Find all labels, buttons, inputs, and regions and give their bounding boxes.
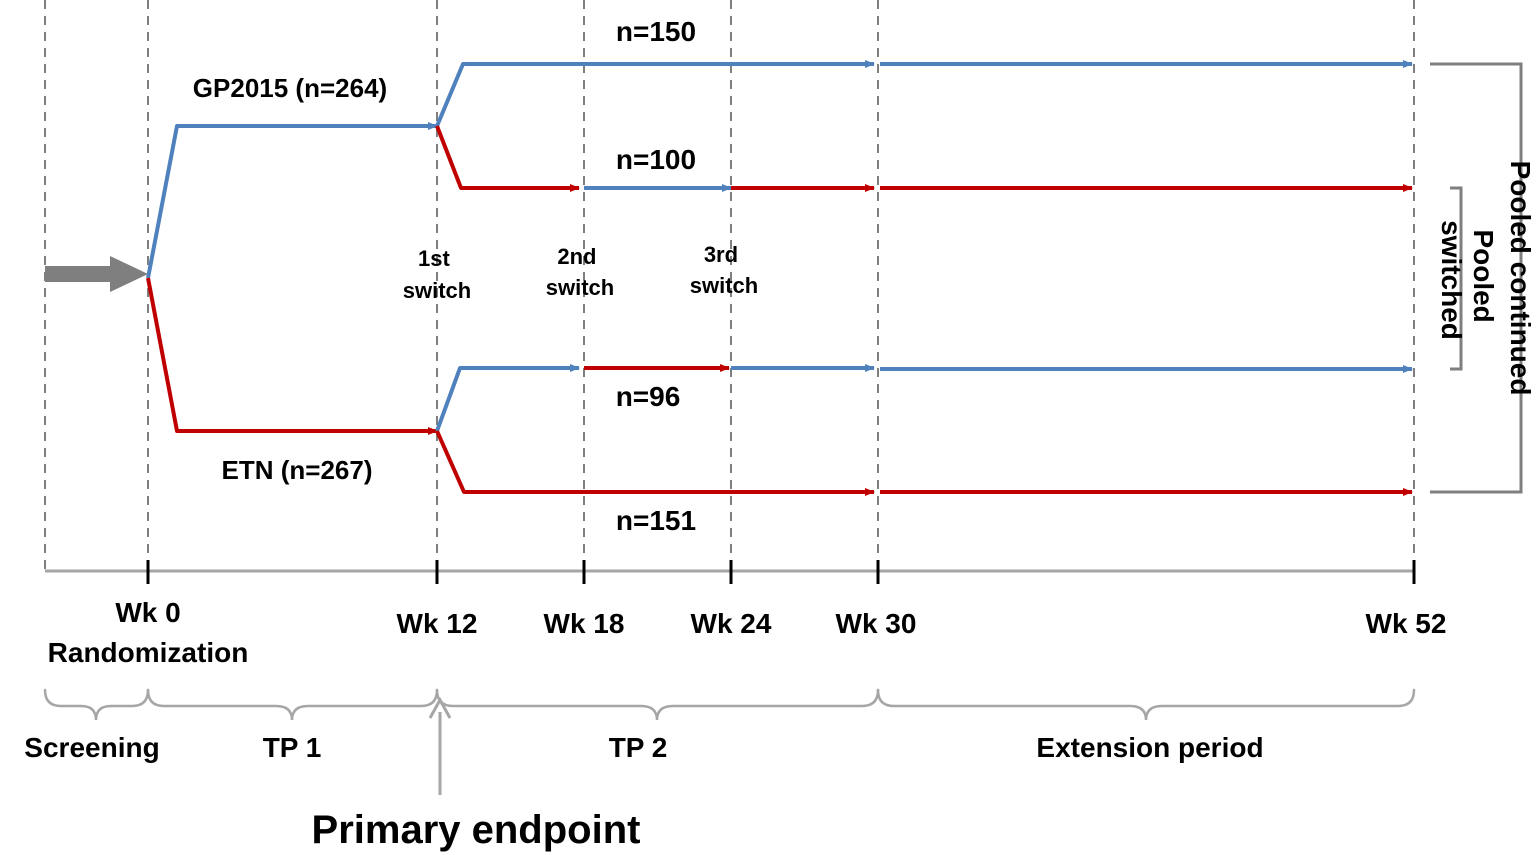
pooled-continued-label: Pooled continued bbox=[1505, 161, 1536, 396]
etn-continued-count: n=151 bbox=[616, 505, 696, 536]
brace-tp2 bbox=[435, 688, 880, 721]
gp2015-arm-label: GP2015 (n=264) bbox=[193, 73, 387, 103]
primary-endpoint-arrow bbox=[428, 696, 452, 795]
wk52-label: Wk 52 bbox=[1366, 608, 1447, 639]
wk24-label: Wk 24 bbox=[691, 608, 772, 639]
primary-endpoint-label: Primary endpoint bbox=[312, 808, 641, 852]
pooled-brackets bbox=[1430, 62, 1523, 494]
wk30-label: Wk 30 bbox=[836, 608, 917, 639]
first-switch-label: 1st switch bbox=[403, 246, 471, 303]
screening-period-label: Screening bbox=[24, 732, 159, 763]
entry-arrow bbox=[45, 256, 148, 292]
period-braces bbox=[43, 688, 1416, 721]
gp-continued-path-1 bbox=[435, 60, 875, 127]
gp2015-initial-path bbox=[146, 122, 438, 279]
gp-switched-path-1 bbox=[435, 125, 580, 192]
wk0-label: Wk 0 bbox=[115, 597, 180, 628]
pooled-switched-bracket bbox=[1450, 186, 1463, 371]
wk18-label: Wk 18 bbox=[544, 608, 625, 639]
etn-arm-label: ETN (n=267) bbox=[222, 455, 373, 485]
etn-continued-path-1 bbox=[435, 430, 875, 496]
etn-switched-path-1 bbox=[435, 364, 580, 432]
tp1-period-label: TP 1 bbox=[263, 732, 322, 763]
pooled-switched-label: Pooled switched bbox=[1436, 220, 1499, 340]
time-axis bbox=[45, 560, 1416, 584]
extension-period-label: Extension period bbox=[1036, 732, 1263, 763]
etn-arm bbox=[146, 277, 1413, 496]
gp2015-arm bbox=[146, 60, 1413, 279]
brace-tp1 bbox=[146, 688, 439, 721]
wk12-label: Wk 12 bbox=[397, 608, 478, 639]
etn-initial-path bbox=[146, 277, 438, 435]
tp2-period-label: TP 2 bbox=[609, 732, 668, 763]
gp-switched-count: n=100 bbox=[616, 144, 696, 175]
randomization-label: Randomization bbox=[48, 637, 249, 668]
gp-continued-count: n=150 bbox=[616, 16, 696, 47]
brace-extension bbox=[876, 688, 1416, 721]
second-switch-label: 2nd switch bbox=[546, 244, 614, 300]
brace-screening bbox=[43, 688, 150, 721]
third-switch-label: 3rd switch bbox=[690, 242, 758, 298]
etn-switched-count: n=96 bbox=[616, 381, 681, 412]
pooled-continued-bracket bbox=[1430, 62, 1523, 494]
